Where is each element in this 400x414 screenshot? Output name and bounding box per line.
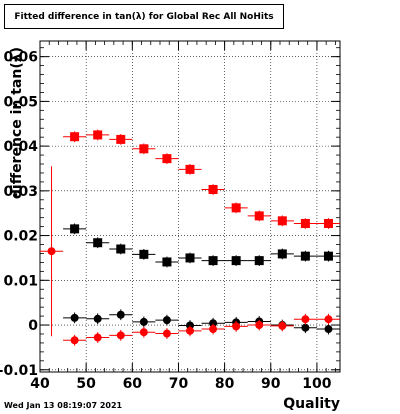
x-tick-label: 80 [215,376,235,392]
data-point-square [300,251,310,261]
data-point-square [116,244,126,254]
data-point-square [70,132,80,142]
data-point-circle [162,329,171,338]
data-point-square [208,185,218,195]
x-tick-label: 70 [169,376,189,392]
data-point-square [162,257,172,267]
y-tick-label: 0.06 [3,50,38,66]
data-point-square [93,238,103,248]
data-point-circle [139,328,148,337]
data-point-circle [116,331,125,340]
y-tick-label: -0.01 [0,363,38,379]
y-axis-label: difference in tan(λ) [9,47,25,199]
data-point-square [185,164,195,174]
data-point-square [231,256,241,266]
x-tick-label: 60 [123,376,143,392]
x-axis-label: Quality [283,396,340,412]
data-point-square [185,253,195,263]
x-tick-label: 40 [30,376,50,392]
timestamp-footer: Wed Jan 13 08:19:07 2021 [4,401,123,410]
plot-frame [39,40,341,373]
data-point-square [208,256,218,266]
chart-title: Fitted difference in tan(λ) for Global R… [4,4,284,29]
series-layer [40,129,340,346]
data-point-square [93,130,103,140]
data-point-circle [301,315,310,324]
data-point-square [162,154,172,164]
data-point-circle [232,322,241,331]
y-tick-label: 0.05 [3,94,38,110]
data-point-circle [324,315,333,324]
data-point-square [231,203,241,213]
data-point-circle [301,323,310,332]
data-point-circle [162,316,171,325]
x-tick-label: 90 [261,376,281,392]
data-point-circle [255,321,264,330]
x-tick-label: 50 [76,376,96,392]
data-point-circle [93,333,102,342]
y-tick-label: 0.02 [3,229,38,245]
data-point-circle [93,314,102,323]
data-point-square [139,249,149,259]
data-point-circle [278,321,287,330]
data-point-circle [70,336,79,345]
data-point-circle [139,317,148,326]
data-point-square [116,134,126,144]
data-point-square [277,249,287,259]
data-point-square [254,256,264,266]
data-point-square [139,144,149,154]
data-point-circle [209,319,218,328]
y-tick-label: 0 [28,318,38,334]
data-point-circle [70,313,79,322]
y-tick-label: 0.03 [3,184,38,200]
y-tick-label: 0.01 [3,273,38,289]
data-point-square [277,216,287,226]
data-point-square [254,211,264,221]
data-point-circle [116,310,125,319]
data-point-circle [47,247,56,256]
x-tick-label: 100 [302,376,331,392]
data-point-square [323,218,333,228]
data-point-circle [186,326,194,335]
data-point-circle [324,325,333,334]
y-tick-label: 0.04 [3,139,38,155]
data-point-square [323,251,333,261]
data-point-circle [209,325,218,334]
data-point-square [70,224,80,234]
data-point-square [300,218,310,228]
